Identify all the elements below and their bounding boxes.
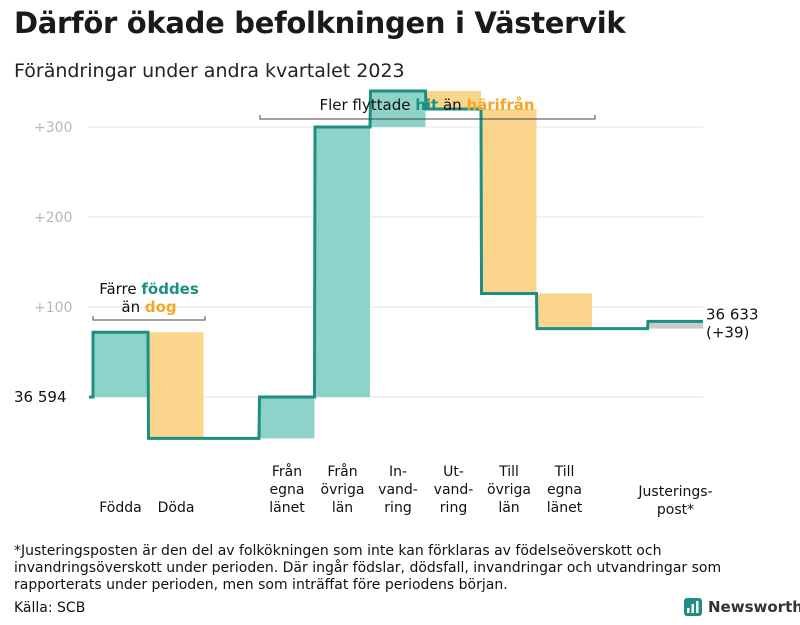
end-change-label: (+39) <box>706 323 749 341</box>
category-label: Födda <box>99 500 141 516</box>
category-label: In- <box>389 464 407 480</box>
category-label: Till <box>498 464 519 480</box>
category-label: Ut- <box>443 464 464 480</box>
category-label: Från <box>327 463 357 480</box>
annotation-bracket-births-deaths <box>92 316 206 321</box>
bar-frånövrigalän <box>315 127 370 397</box>
category-label: län <box>498 500 519 516</box>
bar-justeringspost <box>648 321 703 329</box>
bar-utvandring <box>426 91 481 109</box>
annotation-births-deaths-line2: än dog <box>121 298 176 316</box>
waterfall-chart: +100 +200 +300 36 594 36 633(+39) Födda Döda Fr… <box>14 89 759 518</box>
footnote: *Justeringsposten är den del av folkökni… <box>14 543 722 593</box>
source: Källa: SCB <box>14 600 86 616</box>
category-label: länet <box>269 500 305 516</box>
category-label: post* <box>657 502 694 518</box>
category-label: vand- <box>378 482 418 498</box>
category-label: Justerings- <box>637 484 712 500</box>
category-label: egna <box>270 482 305 498</box>
annotation-births-deaths-line1: Färre föddes <box>99 280 199 298</box>
category-label: ring <box>440 500 467 516</box>
newsworthy-icon <box>684 598 702 616</box>
category-label: ring <box>384 500 411 516</box>
category-label: län <box>332 500 353 516</box>
end-value-label: 36 633 <box>706 305 759 323</box>
category-label: övriga <box>487 482 531 498</box>
annotation-migration: Fler flyttade hit än härifrån <box>319 96 534 114</box>
chart-title: Därför ökade befolkningen i Västervik <box>14 6 626 40</box>
y-tick-label: +100 <box>34 300 72 316</box>
chart-subtitle: Förändringar under andra kvartalet 2023 <box>14 60 405 82</box>
category-label: länet <box>547 500 583 516</box>
category-label: övriga <box>321 482 365 498</box>
category-label: vand- <box>434 482 474 498</box>
brand-logo: Newsworthy <box>684 598 800 616</box>
cumulative-step-line <box>89 89 703 440</box>
annotation-bracket-migration <box>259 115 596 120</box>
category-label: Till <box>554 464 575 480</box>
y-tick-label: +300 <box>34 120 72 136</box>
bar-tillegnalänet <box>537 293 592 329</box>
category-label: egna <box>547 482 582 498</box>
start-value-label: 36 594 <box>14 388 67 406</box>
bar-frånegnalänet <box>259 397 315 439</box>
bar-födda <box>93 332 148 397</box>
category-label: Från <box>272 463 302 480</box>
brand-name: Newsworthy <box>708 598 800 616</box>
bar-döda <box>148 332 204 439</box>
bar-invandring <box>370 91 426 127</box>
y-tick-label: +200 <box>34 210 72 226</box>
category-label: Döda <box>158 500 195 516</box>
bar-tillövrigalän <box>481 109 537 294</box>
